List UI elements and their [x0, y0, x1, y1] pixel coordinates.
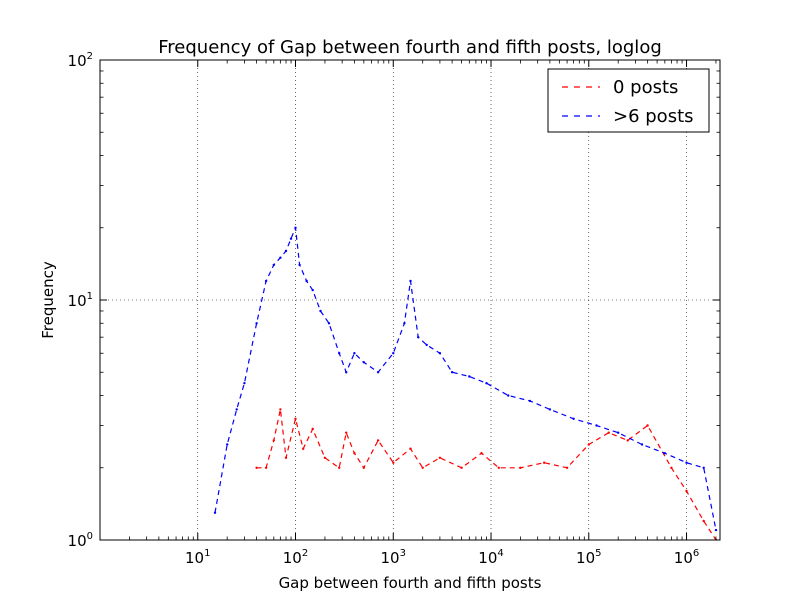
x-tick-label: 102 [283, 548, 308, 567]
x-axis-label: Gap between fourth and fifth posts [279, 574, 542, 592]
series-0-point [279, 408, 282, 411]
series-0-point [362, 466, 365, 469]
series-0-point [264, 466, 268, 469]
series-0-point [685, 489, 688, 493]
series-1-point [376, 371, 380, 374]
series-1-point [345, 371, 348, 374]
axis-ticks: 101 102 103 104 105 106 100 101 102 [68, 51, 720, 567]
series-1-point [528, 399, 532, 403]
series-1-point [319, 309, 322, 313]
series-1-point [392, 352, 395, 355]
legend-label-0-posts: 0 posts [613, 77, 678, 98]
series-1-point [255, 322, 258, 325]
series-0-point [626, 439, 629, 442]
x-tick-label: 101 [185, 548, 210, 567]
y-tick-label: 100 [68, 531, 93, 550]
series-0-point [438, 456, 442, 459]
series-1-point [289, 237, 293, 240]
series-0-point [565, 466, 569, 469]
series-0-point [421, 466, 424, 469]
series-0-point [338, 466, 341, 469]
series-1-point [279, 256, 282, 259]
series-1-point [617, 431, 620, 434]
series-lines [213, 226, 718, 540]
series-1-point [468, 375, 471, 378]
series-1-point [243, 382, 246, 385]
series-1-point [338, 352, 341, 355]
series-1-point [409, 279, 412, 283]
series-0-point [543, 461, 546, 464]
series-1-point [425, 343, 428, 347]
x-tick-label: 103 [381, 548, 406, 567]
grid-lines [100, 60, 720, 540]
series-1-point [311, 288, 314, 292]
series-0-point [272, 439, 275, 442]
series-1-point [235, 408, 238, 411]
series-1-point [663, 452, 666, 455]
series-1-point [417, 336, 420, 339]
series-1-point [213, 511, 217, 514]
series-0-point [323, 456, 327, 459]
series-1-point [450, 371, 454, 374]
series-0-point [519, 466, 522, 469]
series-1-point [294, 226, 297, 229]
y-axis-label: Frequency [39, 261, 57, 339]
series-1-point [298, 263, 301, 267]
series-1-point [595, 424, 598, 427]
series-1-point [226, 443, 229, 446]
chart-title: Frequency of Gap between fourth and fift… [158, 37, 662, 58]
series-0-point [392, 461, 395, 464]
series-0-point [460, 466, 463, 469]
series-0-point [311, 427, 314, 431]
legend-box [547, 68, 710, 133]
series-0-point [353, 452, 356, 455]
series-1-point [438, 352, 442, 355]
series-0-point [670, 466, 673, 469]
series-0-point [587, 443, 590, 446]
series-1-point [362, 361, 365, 364]
y-tick-label: 102 [68, 51, 93, 70]
y-tick-label: 101 [68, 291, 93, 310]
series-0-point [284, 456, 288, 459]
series-1-point [572, 417, 575, 420]
series-1-point [702, 466, 705, 469]
series-1-point [548, 408, 552, 411]
series-1-point [640, 443, 644, 446]
series-0-point [409, 447, 412, 450]
series-1-point [403, 322, 406, 325]
series-0-point [497, 466, 500, 469]
series-0-line [256, 409, 717, 540]
series-1-point [353, 352, 356, 355]
series-1-point [507, 394, 510, 397]
series-1-point [305, 279, 308, 283]
legend-label-6-posts: >6 posts [613, 106, 694, 127]
series-1-point [284, 249, 288, 253]
series-0-point [646, 424, 649, 427]
series-0-point [607, 431, 610, 434]
x-tick-label: 104 [478, 548, 503, 567]
series-1-point [327, 322, 331, 325]
series-1-point [272, 263, 275, 267]
series-1-point [485, 382, 488, 385]
series-0-point [255, 466, 258, 469]
x-tick-label: 106 [674, 548, 699, 567]
series-0-point [294, 417, 297, 420]
x-tick-label: 105 [576, 548, 601, 567]
series-0-point [302, 447, 305, 450]
series-0-point [480, 452, 483, 455]
legend: 0 posts >6 posts [547, 68, 710, 133]
series-0-point [702, 519, 705, 523]
series-1-point [264, 279, 268, 283]
series-0-point [376, 439, 380, 442]
series-1-point [685, 461, 688, 464]
series-0-point [345, 431, 348, 434]
series-1-point [714, 528, 718, 532]
